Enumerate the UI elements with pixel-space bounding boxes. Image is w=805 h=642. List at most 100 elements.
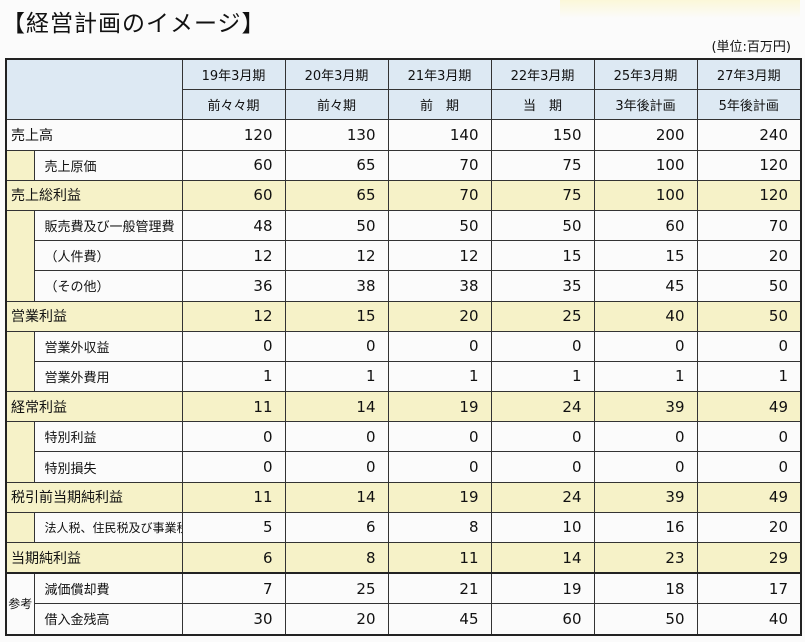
cell-value: 75: [490, 149, 595, 181]
cell-value: 20: [387, 300, 492, 332]
row-label: 当期純利益: [5, 542, 183, 574]
indent-cell: [5, 361, 35, 392]
cell-value: 0: [593, 451, 698, 483]
cell-value: 0: [284, 330, 389, 362]
row-label: 売上高: [5, 119, 183, 151]
cell-value: 40: [593, 300, 698, 332]
cell-value: 19: [490, 572, 595, 605]
cell-value: 23: [593, 542, 698, 574]
cell-value: 1: [593, 360, 698, 393]
cell-value: 15: [593, 240, 698, 272]
cell-value: 24: [490, 481, 595, 513]
cell-value: 15: [490, 240, 595, 272]
table-row-non-op-income: 営業外収益 0 0 0 0 0 0: [5, 330, 802, 362]
page-title: 【経営計画のイメージ】: [2, 11, 266, 37]
cell-value: 70: [387, 149, 492, 181]
table-row-income-taxes: 法人税、住民税及び事業税 5 6 8 10 16 20: [5, 511, 802, 544]
cell-value: 12: [181, 240, 286, 272]
cell-value: 240: [696, 119, 802, 151]
cell-value: 100: [593, 149, 698, 181]
cell-value: 0: [696, 330, 802, 362]
indent-cell: [5, 331, 35, 362]
table-row-sales: 売上高 120 130 140 150 200 240: [5, 119, 802, 151]
cell-value: 14: [284, 391, 389, 423]
cell-value: 0: [593, 421, 698, 453]
cell-value: 100: [593, 179, 698, 211]
row-label: 売上原価: [33, 149, 183, 181]
table-row-extraordinary-loss: 特別損失 0 0 0 0 0 0: [5, 451, 802, 483]
cell-value: 1: [696, 360, 802, 393]
cell-value: 50: [284, 209, 389, 242]
table-row-gross-profit: 売上総利益 60 65 70 75 100 120: [5, 179, 802, 211]
cell-value: 0: [696, 421, 802, 453]
table-row-operating-profit: 営業利益 12 15 20 25 40 50: [5, 300, 802, 332]
cell-value: 49: [696, 481, 802, 513]
table-row-sga: 販売費及び一般管理費 48 50 50 50 60 70: [5, 209, 802, 242]
cell-value: 18: [593, 572, 698, 605]
cell-value: 21: [387, 572, 492, 605]
cell-value: 10: [490, 511, 595, 544]
header-year-row: 19年3月期 20年3月期 21年3月期 22年3月期 25年3月期 27年3月…: [5, 58, 802, 121]
cell-value: 48: [181, 209, 286, 242]
cell-value: 0: [387, 421, 492, 453]
cell-value: 50: [387, 209, 492, 242]
cell-value: 25: [284, 572, 389, 605]
cell-value: 7: [181, 572, 286, 605]
cell-value: 15: [284, 300, 389, 332]
cell-value: 120: [696, 179, 802, 211]
cell-value: 11: [387, 542, 492, 574]
cell-value: 6: [284, 511, 389, 544]
header-year: 25年3月期: [593, 58, 698, 91]
table-row-pretax-profit: 税引前当期純利益 11 14 19 24 39 49: [5, 481, 802, 513]
cell-value: 45: [387, 603, 492, 636]
cell-value: 12: [284, 240, 389, 272]
row-label: 特別損失: [33, 451, 183, 483]
cell-value: 0: [181, 421, 286, 453]
indent-cell: [5, 150, 35, 181]
header-year: 19年3月期: [181, 58, 286, 91]
cell-value: 14: [284, 481, 389, 513]
cell-value: 39: [593, 391, 698, 423]
table-row-extraordinary-gain: 特別利益 0 0 0 0 0 0: [5, 421, 802, 453]
reference-label: 参考: [5, 572, 35, 636]
cell-value: 40: [696, 603, 802, 636]
cell-value: 6: [181, 542, 286, 574]
cell-value: 20: [696, 511, 802, 544]
cell-value: 70: [387, 179, 492, 211]
cell-value: 120: [696, 149, 802, 181]
indent-cell: [5, 240, 35, 271]
row-label: 法人税、住民税及び事業税: [33, 511, 183, 544]
cell-value: 0: [490, 330, 595, 362]
cell-value: 60: [181, 149, 286, 181]
table-row-depreciation: 参考 減価償却費 7 25 21 19 18 17: [5, 572, 802, 636]
table-row-non-op-expense: 営業外費用 1 1 1 1 1 1: [5, 360, 802, 393]
header-period: 前々期: [284, 89, 389, 121]
cell-value: 140: [387, 119, 492, 151]
cell-value: 20: [696, 240, 802, 272]
row-label: （その他）: [33, 270, 183, 302]
row-label: 売上総利益: [5, 179, 183, 211]
cell-value: 39: [593, 481, 698, 513]
row-label: （人件費）: [33, 240, 183, 272]
cell-value: 0: [387, 451, 492, 483]
row-label: 経常利益: [5, 391, 183, 423]
cell-value: 11: [181, 391, 286, 423]
cell-value: 60: [181, 179, 286, 211]
cell-value: 11: [181, 481, 286, 513]
header-period: 前々々期: [181, 89, 286, 121]
cell-value: 50: [696, 300, 802, 332]
table-row-other: （その他） 36 38 38 35 45 50: [5, 270, 802, 302]
cell-value: 0: [181, 451, 286, 483]
header-period: 3年後計画: [593, 89, 698, 121]
cell-value: 0: [387, 330, 492, 362]
header-period: 当 期: [490, 89, 595, 121]
cell-value: 8: [284, 542, 389, 574]
cell-value: 45: [593, 270, 698, 302]
table-row-net-income: 当期純利益 6 8 11 14 23 29: [5, 542, 802, 574]
cell-value: 50: [593, 603, 698, 636]
cell-value: 60: [593, 209, 698, 242]
cell-value: 200: [593, 119, 698, 151]
cell-value: 38: [284, 270, 389, 302]
business-plan-table: 19年3月期 20年3月期 21年3月期 22年3月期 25年3月期 27年3月…: [5, 58, 802, 636]
highlighter-mark: [560, 0, 800, 18]
